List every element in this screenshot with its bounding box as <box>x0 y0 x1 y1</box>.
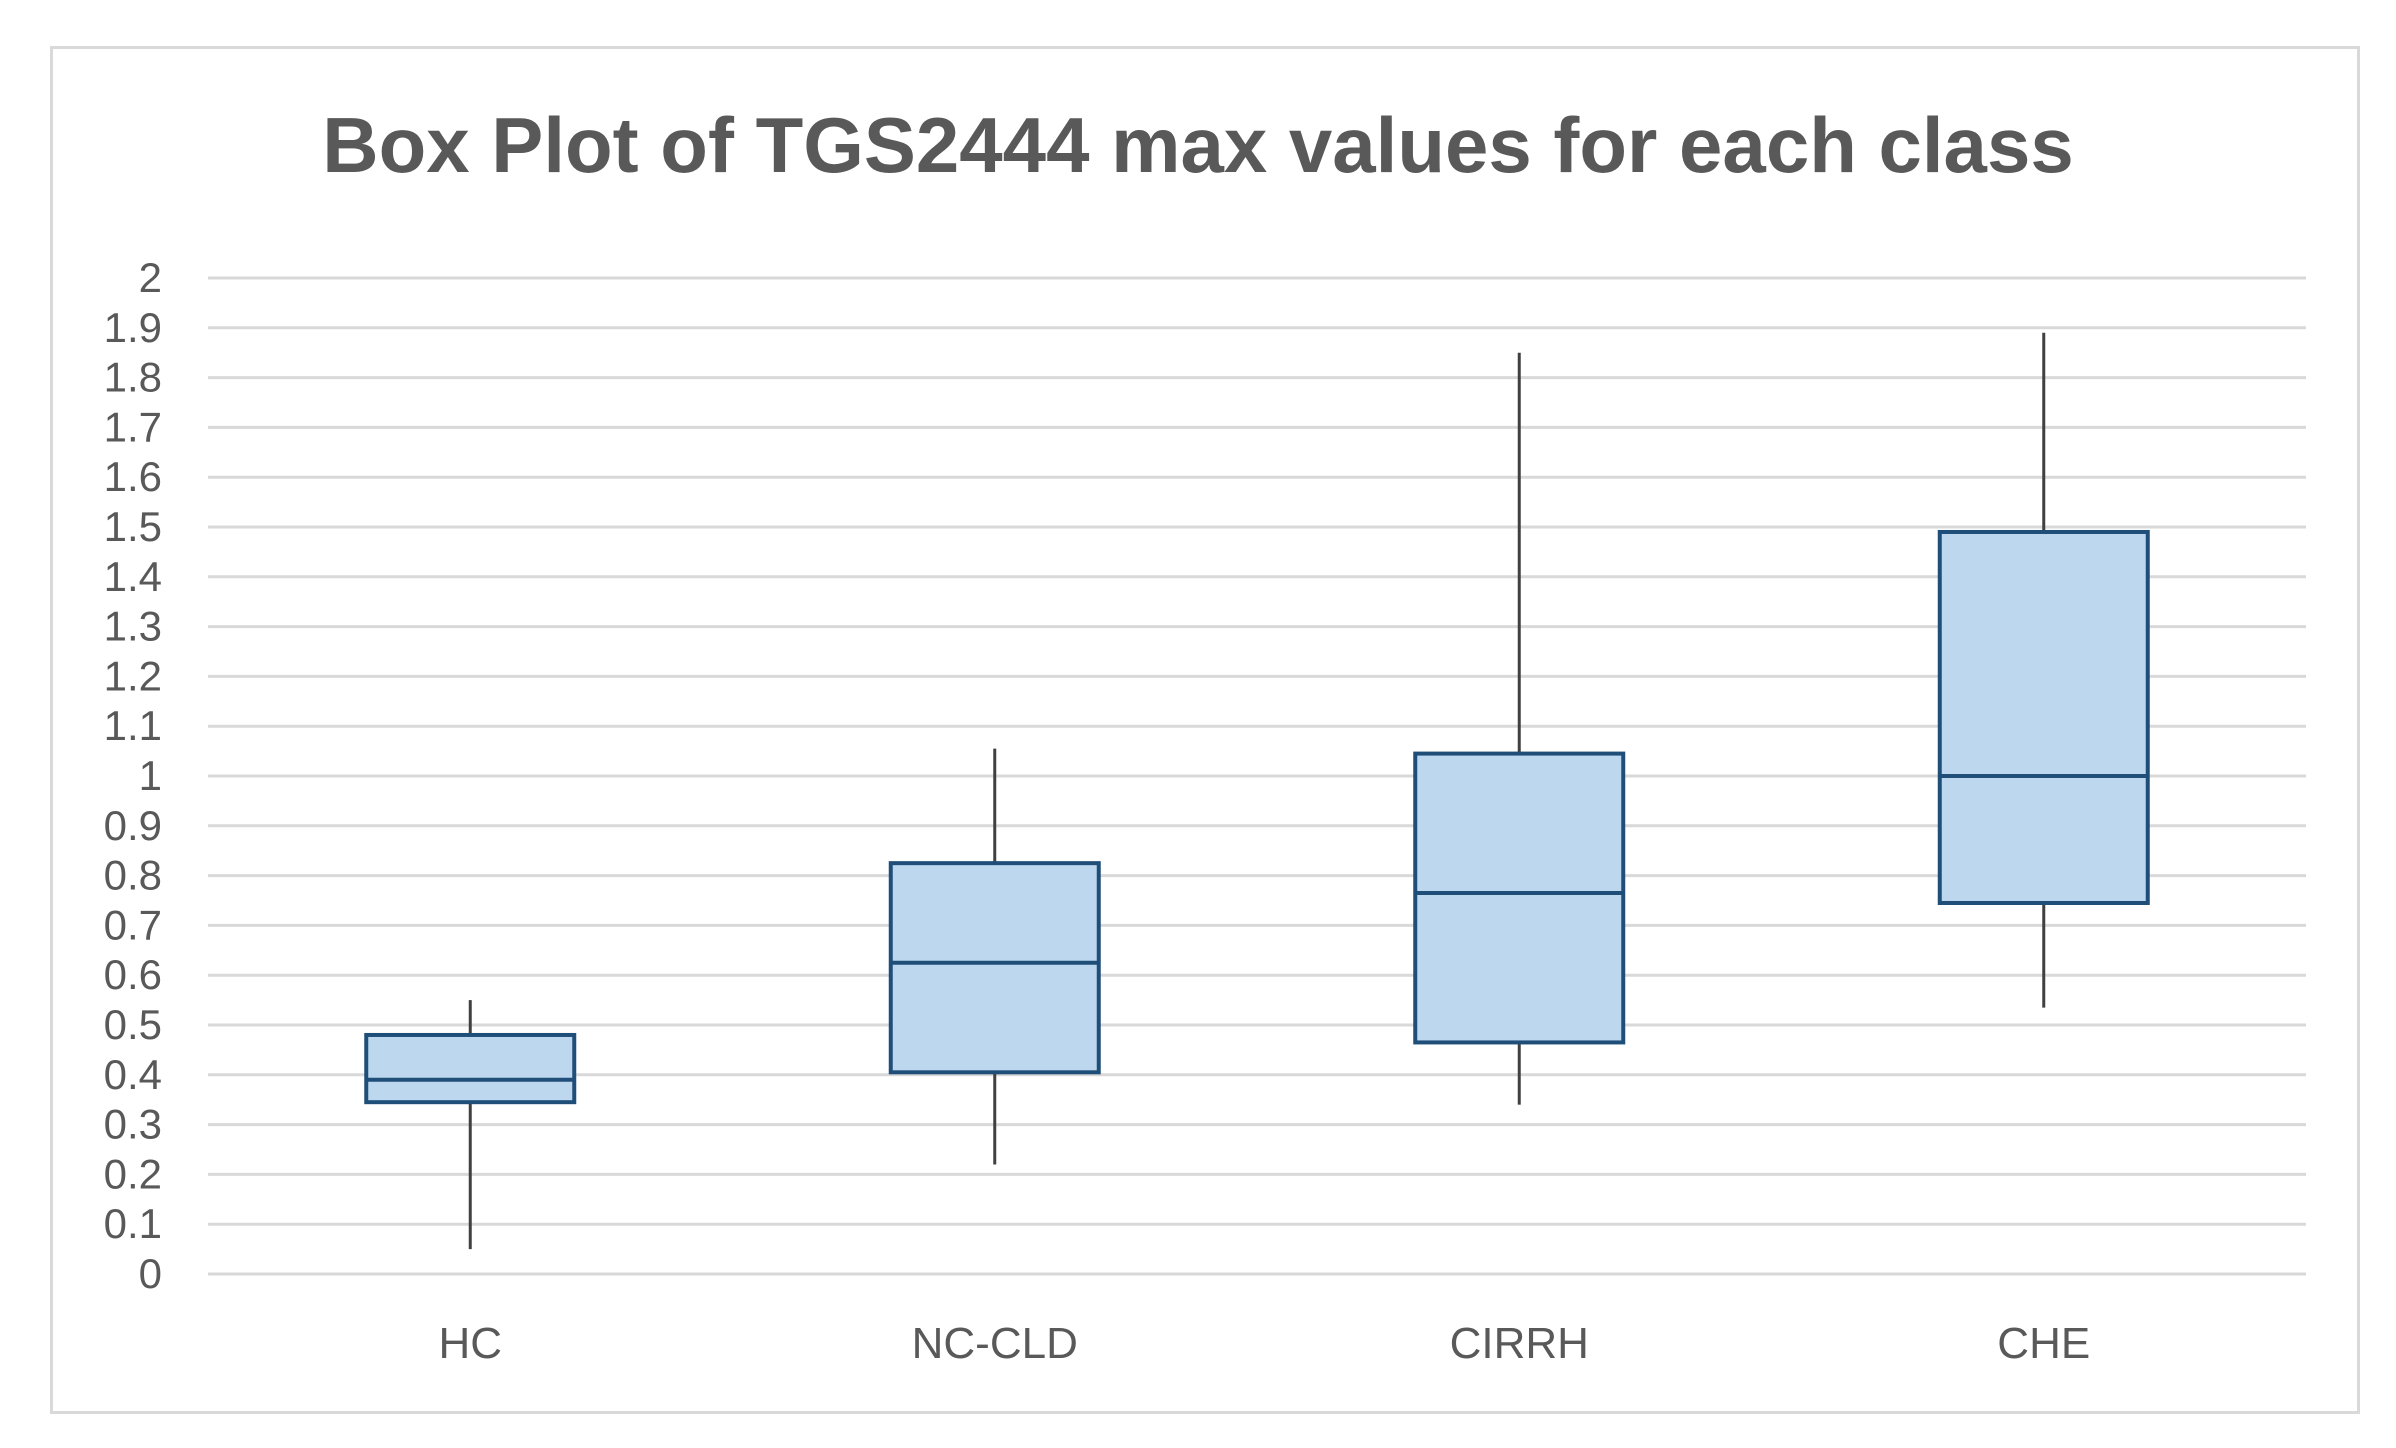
y-tick-label: 0.1 <box>104 1200 162 1247</box>
y-axis-ticks: 00.10.20.30.40.50.60.70.80.911.11.21.31.… <box>104 254 162 1297</box>
box-cirrh <box>1413 352 1626 1105</box>
x-axis-ticks: HC NC-CLD CIRRH CHE <box>438 1319 2090 1368</box>
y-tick-label: 0.6 <box>104 951 162 998</box>
y-tick-label: 0 <box>139 1250 162 1297</box>
gridlines <box>208 276 2306 1276</box>
x-tick-label: CHE <box>1997 1319 2090 1368</box>
y-tick-label: 1.5 <box>104 503 162 550</box>
y-tick-label: 1.9 <box>104 304 162 351</box>
y-tick-label: 0.9 <box>104 802 162 849</box>
y-tick-label: 1.1 <box>104 702 162 749</box>
y-tick-label: 1.7 <box>104 403 162 450</box>
y-tick-label: 0.5 <box>104 1001 162 1048</box>
iqr-box <box>1413 751 1626 1045</box>
chart-title: Box Plot of TGS2444 max values for each … <box>322 101 2074 189</box>
box-nc-cld <box>888 748 1101 1165</box>
y-tick-label: 1.6 <box>104 453 162 500</box>
iqr-box <box>888 861 1101 1075</box>
iqr-box <box>1937 529 2150 905</box>
y-tick-label: 1 <box>139 752 162 799</box>
box-che <box>1937 332 2150 1008</box>
y-tick-label: 1.4 <box>104 553 162 600</box>
box-hc <box>364 1000 577 1250</box>
y-tick-label: 1.8 <box>104 354 162 401</box>
y-tick-label: 0.7 <box>104 901 162 948</box>
y-tick-label: 0.8 <box>104 852 162 899</box>
x-tick-label: CIRRH <box>1450 1319 1589 1368</box>
iqr-box <box>364 1032 577 1105</box>
y-tick-label: 0.3 <box>104 1101 162 1148</box>
y-tick-label: 1.3 <box>104 603 162 650</box>
y-tick-label: 1.2 <box>104 652 162 699</box>
y-tick-label: 0.4 <box>104 1051 162 1098</box>
y-tick-label: 2 <box>139 254 162 301</box>
y-tick-label: 0.2 <box>104 1150 162 1197</box>
x-tick-label: HC <box>438 1319 502 1368</box>
x-tick-label: NC-CLD <box>912 1319 1078 1368</box>
boxes <box>364 332 2150 1250</box>
